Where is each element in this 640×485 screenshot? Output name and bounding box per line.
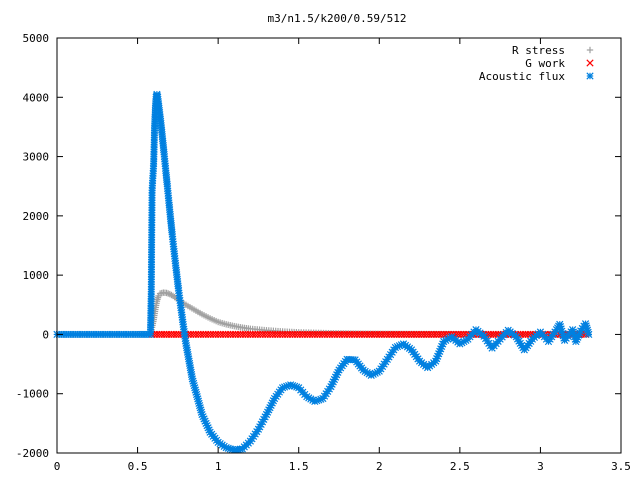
legend-marker xyxy=(586,46,594,54)
x-tick-label: 2.5 xyxy=(450,460,470,473)
chart-title: m3/n1.5/k200/0.59/512 xyxy=(267,12,406,25)
data-point xyxy=(585,330,593,339)
y-tick-label: -2000 xyxy=(16,447,49,460)
plot-frame xyxy=(56,37,622,454)
y-tick-label: 4000 xyxy=(23,91,50,104)
legend-marker xyxy=(586,59,594,67)
plot-area xyxy=(53,90,593,454)
legend-label: R stress xyxy=(512,44,565,57)
x-tick-label: 1 xyxy=(215,460,222,473)
x-tick-label: 0 xyxy=(54,460,61,473)
legend-label: Acoustic flux xyxy=(479,70,565,83)
legend-label: G work xyxy=(525,57,565,70)
y-tick-label: 5000 xyxy=(23,32,50,45)
axes: 0 0.5 1 1.5 2 2.5 3 3.5 -2000 -1000 0 1000 2000 3000 4… xyxy=(16,32,631,473)
x-tick-label: 2 xyxy=(376,460,383,473)
x-tick-label: 3.5 xyxy=(611,460,631,473)
y-tick-label: 3000 xyxy=(23,151,50,164)
series-acoustic-flux xyxy=(53,90,593,454)
y-tick-label: 0 xyxy=(42,328,49,341)
y-tick-label: 2000 xyxy=(23,210,50,223)
x-tick-label: 0.5 xyxy=(128,460,148,473)
legend-marker xyxy=(586,72,594,80)
y-tick-label: 1000 xyxy=(23,269,50,282)
x-tick-label: 3 xyxy=(537,460,544,473)
series-g-work xyxy=(148,330,590,339)
x-tick-label: 1.5 xyxy=(289,460,309,473)
y-tick-label: -1000 xyxy=(16,388,49,401)
